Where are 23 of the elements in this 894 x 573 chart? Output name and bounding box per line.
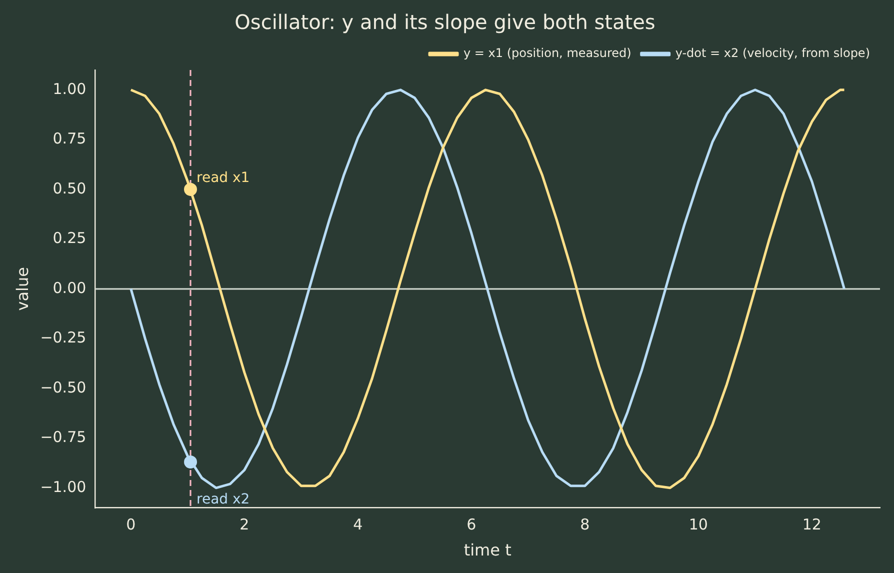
y-tick-label: −0.75: [40, 428, 86, 446]
y-tick-label: 0.00: [52, 278, 86, 297]
x-tick-label: 2: [240, 516, 250, 534]
chart-title: Oscillator: y and its slope give both states: [234, 10, 656, 34]
x-tick-label: 10: [688, 516, 708, 534]
y-tick-label: −1.00: [40, 478, 86, 496]
y-axis-title: value: [12, 267, 32, 311]
x-tick-label: 12: [802, 516, 822, 534]
y-tick-label: −0.50: [40, 378, 86, 396]
y-tick-label: 0.75: [52, 130, 86, 148]
x-tick-label: 8: [580, 516, 590, 534]
y-tick-label: 1.00: [52, 80, 86, 98]
legend-label: y = x1 (position, measured): [464, 46, 632, 60]
annotation: read x1: [196, 170, 250, 186]
y-tick-label: 0.25: [52, 229, 86, 248]
y-tick-label: 0.50: [52, 179, 86, 198]
x-tick-label: 0: [126, 516, 136, 534]
y-tick-label: −0.25: [40, 328, 86, 347]
legend-label: y-dot = x2 (velocity, from slope): [675, 46, 870, 60]
x-tick-label: 4: [353, 516, 363, 534]
annotation: read x2: [196, 492, 250, 508]
x-axis-title: time t: [464, 540, 512, 560]
x-tick-label: 6: [466, 516, 476, 534]
